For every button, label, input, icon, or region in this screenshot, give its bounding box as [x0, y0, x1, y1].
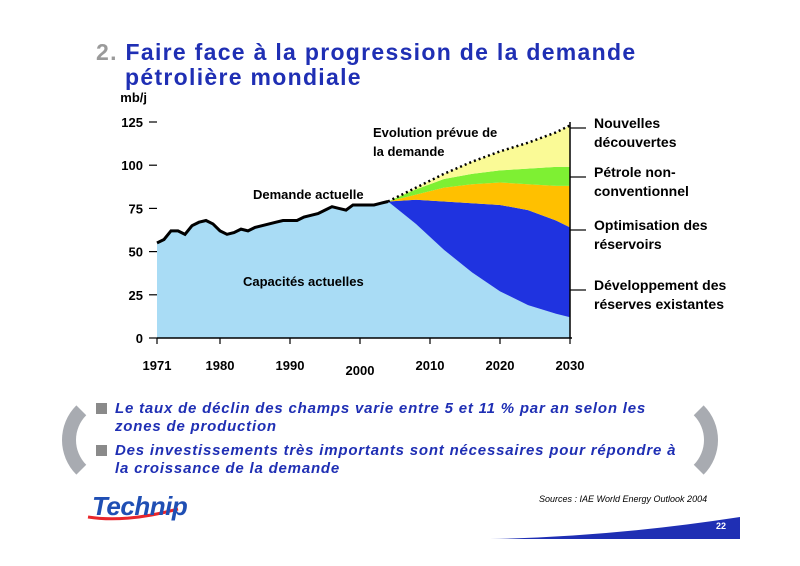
demande-actuelle-label: Demande actuelle: [253, 187, 364, 202]
x-tick-label: 1971: [143, 358, 172, 373]
demande-actuelle-line: [156, 200, 389, 245]
capacites-history-area: [157, 201, 388, 338]
bullet-1-line-1: Le taux de déclin des champs varie entre…: [115, 400, 647, 417]
developpement-area: [388, 199, 570, 318]
bullet-1-line-2: zones de production: [115, 418, 277, 435]
legend-label-developpement: Développement des: [594, 277, 726, 293]
bullet-item: Des investissements très importants sont…: [96, 442, 716, 478]
x-tick-label: 2020: [486, 358, 515, 373]
y-axis-label: mb/j: [120, 90, 147, 105]
y-tick-label: 100: [121, 158, 143, 173]
bullet-square-icon: [96, 403, 107, 414]
slide-title: 2. Faire face à la progression de la dem…: [96, 40, 636, 90]
bullet-2-line-1: Des investissements très importants sont…: [115, 442, 677, 459]
y-tick-label: 50: [129, 245, 143, 260]
slide-number: 2.: [96, 39, 118, 65]
technip-logo: Technip: [92, 491, 188, 521]
bullet-2-line-2: la croissance de la demande: [115, 460, 341, 477]
y-tick-label: 0: [136, 331, 143, 346]
title-line-2: pétrolière mondiale: [125, 64, 362, 90]
x-tick-label: 1990: [276, 358, 305, 373]
evolution-label-line-2: la demande: [373, 144, 445, 159]
demande-prevue-line: [387, 124, 571, 203]
x-tick-label: 2010: [416, 358, 445, 373]
legend-label-nouvelles-2: découvertes: [594, 134, 677, 150]
source-note: Sources : IAE World Energy Outlook 2004: [539, 494, 708, 504]
legend-label-optimisation-2: réservoirs: [594, 236, 662, 252]
technip-logo-swoosh: [87, 507, 179, 521]
bullet-list: Le taux de déclin des champs varie entre…: [96, 400, 716, 484]
page-number: 22: [716, 521, 727, 531]
capacites-label: Capacités actuelles: [243, 274, 364, 289]
non-conventionnel-area: [388, 166, 570, 202]
capacites-projection-area: [388, 201, 570, 338]
legend-label-developpement-2: réserves existantes: [594, 296, 724, 312]
nouvelles-area: [388, 125, 570, 202]
y-tick-label: 125: [121, 115, 143, 130]
bullet-item: Le taux de déclin des champs varie entre…: [96, 400, 716, 436]
footer-bar: [490, 517, 740, 539]
demand-chart: 0 25 50 75 100 125 1971 1980 1990 2000 2010 2020 203…: [120, 90, 726, 378]
legend-label-non_conventionnel-2: conventionnel: [594, 183, 689, 199]
optimisation-area: [388, 182, 570, 228]
legend-label-non_conventionnel: Pétrole non-: [594, 164, 676, 180]
y-tick-label: 75: [129, 201, 143, 216]
legend-label-nouvelles: Nouvelles: [594, 115, 660, 131]
x-tick-label: 2030: [556, 358, 585, 373]
title-line-1: Faire face à la progression de la demand…: [125, 39, 637, 65]
bullet-square-icon: [96, 445, 107, 456]
x-tick-label: 2000: [346, 363, 375, 378]
y-tick-label: 25: [129, 288, 143, 303]
evolution-label-line-1: Evolution prévue de: [373, 125, 497, 140]
x-tick-label: 1980: [206, 358, 235, 373]
legend-label-optimisation: Optimisation des: [594, 217, 708, 233]
